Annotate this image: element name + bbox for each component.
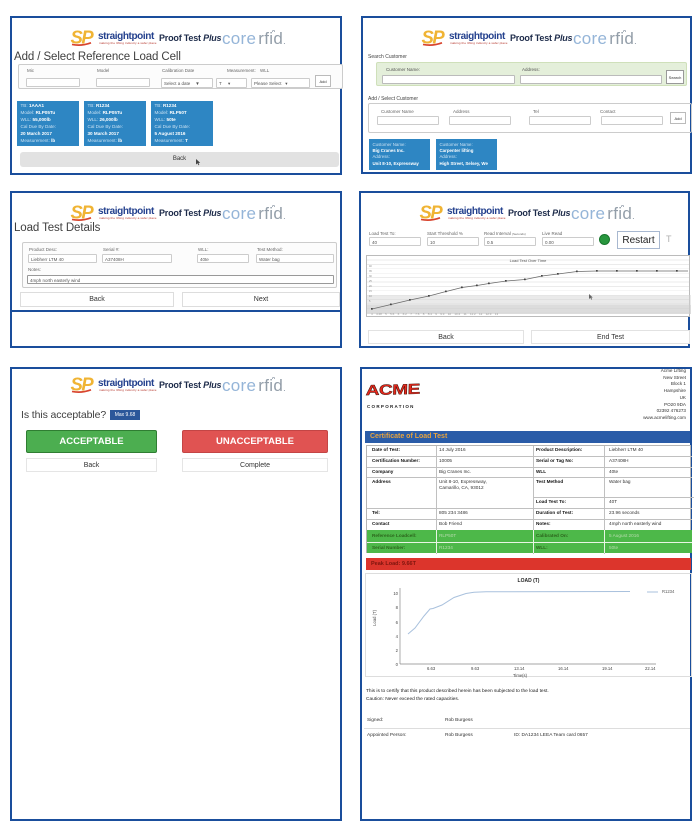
svg-text:SP: SP [422, 26, 446, 47]
svg-text:SP: SP [71, 201, 95, 222]
svg-text:SP: SP [420, 201, 444, 222]
svg-text:SP: SP [71, 373, 95, 394]
svg-text:SP: SP [71, 26, 95, 47]
